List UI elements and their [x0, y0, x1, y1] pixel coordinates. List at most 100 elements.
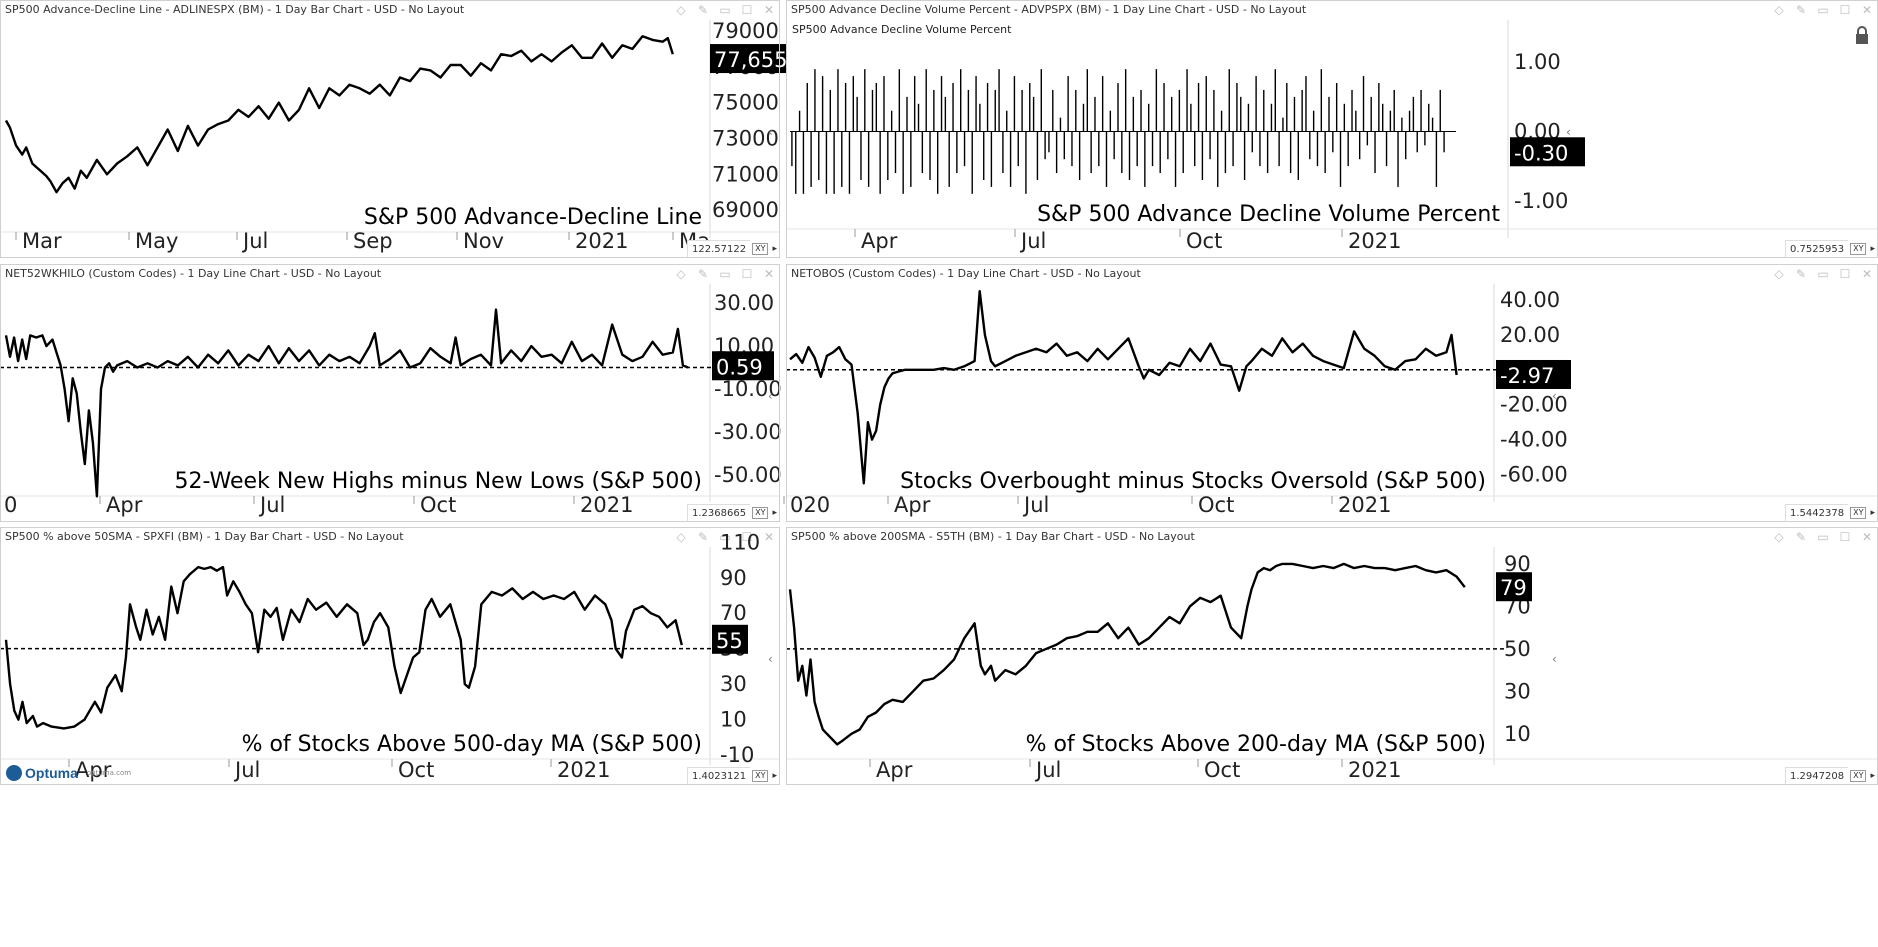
y-tick-label: 90 — [720, 566, 747, 590]
series-line — [4, 308, 689, 498]
maximize-icon[interactable]: ☐ — [1839, 3, 1851, 17]
last-value-badge — [1510, 137, 1585, 167]
chart-panel-advpspx[interactable]: SP500 Advance Decline Volume Percent - A… — [786, 0, 1878, 258]
y-tick-label: -30.00 — [714, 420, 782, 444]
panel-title: NETOBOS (Custom Codes) - 1 Day Line Char… — [791, 267, 1141, 280]
last-value-text: 0.59 — [716, 355, 763, 379]
x-tick-label: 2021 — [575, 229, 628, 253]
series-line — [788, 562, 1466, 746]
last-value-text: 55 — [716, 629, 743, 653]
restore-icon[interactable]: ▭ — [719, 267, 731, 281]
diamond-icon[interactable]: ◇ — [1774, 267, 1784, 281]
x-tick-label: Apr — [861, 229, 898, 253]
chart-svg[interactable]: 40.00 20.00 -2.97 -20.00 -40.00 -60.00 020 Apr J… — [783, 264, 1878, 522]
pin-icon[interactable]: ✎ — [697, 267, 709, 281]
chart-panel-netobos[interactable]: NETOBOS (Custom Codes) - 1 Day Line Char… — [783, 264, 1878, 522]
x-tick-label: May — [135, 229, 178, 253]
chart-caption: % of Stocks Above 200-day MA (S&P 500) — [1026, 732, 1486, 757]
x-tick-label: 020 — [790, 493, 830, 517]
restore-icon[interactable]: ▭ — [719, 3, 731, 17]
restore-icon[interactable]: ▭ — [719, 530, 731, 544]
logo-text: Optuma — [25, 765, 78, 781]
expand-icon[interactable]: ▸ — [772, 244, 777, 254]
close-icon[interactable]: ✕ — [763, 267, 775, 281]
y-tick-label: -1.00 — [1514, 189, 1568, 213]
xy-toggle-button[interactable]: XY — [1850, 507, 1867, 519]
collapse-arrow-icon[interactable]: ‹ — [768, 389, 773, 403]
close-icon[interactable]: ✕ — [1861, 530, 1873, 544]
chart-svg[interactable]: 790007700075000730007100069000MarMayJulS… — [0, 0, 798, 258]
pin-icon[interactable]: ✎ — [1795, 530, 1807, 544]
diamond-icon[interactable]: ◇ — [1774, 3, 1784, 17]
window-controls: ◇ ✎ ▭ ☐ ✕ — [674, 1, 776, 19]
collapse-arrow-icon[interactable]: ‹ — [1566, 125, 1571, 139]
pin-icon[interactable]: ✎ — [697, 530, 709, 544]
expand-icon[interactable]: ▸ — [1870, 771, 1875, 781]
pin-icon[interactable]: ✎ — [1795, 267, 1807, 281]
diamond-icon[interactable]: ◇ — [676, 530, 686, 544]
expand-icon[interactable]: ▸ — [772, 771, 777, 781]
maximize-icon[interactable]: ☐ — [1839, 530, 1851, 544]
collapse-arrow-icon[interactable]: ‹ — [1552, 652, 1557, 666]
xy-toggle-button[interactable]: XY — [752, 243, 769, 255]
pin-icon[interactable]: ✎ — [1795, 3, 1807, 17]
panel-title: SP500 Advance-Decline Line - ADLINESPX (… — [5, 3, 465, 16]
diamond-icon[interactable]: ◇ — [676, 267, 686, 281]
xy-toggle-button[interactable]: XY — [752, 507, 769, 519]
chart-panel-s5th[interactable]: SP500 % above 200SMA - S5TH (BM) - 1 Day… — [786, 527, 1878, 785]
last-value-badge — [1496, 359, 1571, 389]
last-value-text: -2.97 — [1500, 364, 1554, 388]
y-tick-label: 10 — [720, 708, 747, 732]
close-icon[interactable]: ✕ — [763, 3, 775, 17]
lock-icon[interactable] — [1856, 26, 1868, 44]
chart-panel-net52wkhilo[interactable]: NET52WKHILO (Custom Codes) - 1 Day Line … — [0, 264, 782, 522]
xy-value: 1.2947208 — [1785, 767, 1849, 785]
xy-readout: 122.57122 XY ▸ — [687, 240, 780, 258]
collapse-arrow-icon[interactable]: ‹ — [768, 125, 773, 139]
xy-value: 1.4023121 — [687, 767, 751, 785]
restore-icon[interactable]: ▭ — [1817, 267, 1829, 281]
chart-caption: S&P 500 Advance-Decline Line — [364, 205, 702, 230]
diamond-icon[interactable]: ◇ — [1774, 530, 1784, 544]
x-tick-label: Oct — [1198, 493, 1234, 517]
close-icon[interactable]: ✕ — [1861, 3, 1873, 17]
chart-caption: S&P 500 Advance Decline Volume Percent — [1037, 202, 1500, 227]
close-icon[interactable]: ✕ — [1861, 267, 1873, 281]
x-tick-label: 2021 — [1338, 493, 1391, 517]
optuma-logo: Optuma optuma.com — [6, 765, 131, 781]
collapse-arrow-icon[interactable]: ‹ — [1552, 389, 1557, 403]
pin-icon[interactable]: ✎ — [697, 3, 709, 17]
expand-icon[interactable]: ▸ — [1870, 244, 1875, 254]
xy-toggle-button[interactable]: XY — [1850, 243, 1867, 255]
maximize-icon[interactable]: ☐ — [741, 3, 753, 17]
chart-panel-adline[interactable]: SP500 Advance-Decline Line - ADLINESPX (… — [0, 0, 798, 258]
x-tick-label: Oct — [1204, 758, 1240, 782]
maximize-icon[interactable]: ☐ — [741, 530, 753, 544]
last-value-badge — [710, 44, 798, 74]
expand-icon[interactable]: ▸ — [772, 508, 777, 518]
xy-toggle-button[interactable]: XY — [752, 770, 769, 782]
close-icon[interactable]: ✕ — [763, 530, 775, 544]
maximize-icon[interactable]: ☐ — [741, 267, 753, 281]
maximize-icon[interactable]: ☐ — [1839, 267, 1851, 281]
window-controls: ◇ ✎ ▭ ☐ ✕ — [1772, 1, 1874, 19]
y-tick-label: 70 — [720, 601, 747, 625]
x-tick-label: 2021 — [1348, 229, 1401, 253]
chart-panel-spxfi[interactable]: SP500 % above 50SMA - SPXFI (BM) - 1 Day… — [0, 527, 780, 785]
x-tick-label: Jul — [241, 229, 268, 253]
x-tick-label: Nov — [463, 229, 504, 253]
xy-toggle-button[interactable]: XY — [1850, 770, 1867, 782]
y-tick-label: 73000 — [712, 126, 779, 150]
restore-icon[interactable]: ▭ — [1817, 3, 1829, 17]
collapse-arrow-icon[interactable]: ‹ — [768, 652, 773, 666]
expand-icon[interactable]: ▸ — [1870, 508, 1875, 518]
restore-icon[interactable]: ▭ — [1817, 530, 1829, 544]
diamond-icon[interactable]: ◇ — [676, 3, 686, 17]
y-tick-label: 69000 — [712, 198, 779, 222]
series-line — [4, 565, 683, 730]
last-value-text: 77,655 — [714, 48, 787, 72]
